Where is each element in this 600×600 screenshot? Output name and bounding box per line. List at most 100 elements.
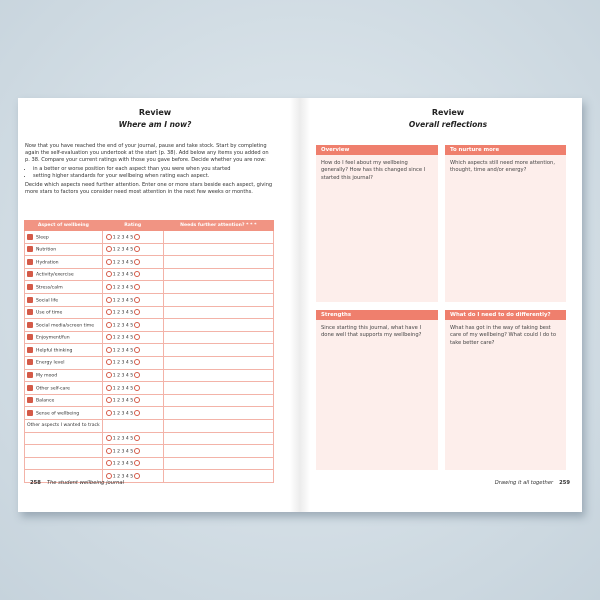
sad-face (105, 271, 112, 278)
rating-cell: 1 2 3 4 5 (101, 267, 164, 282)
table-row: Hydration 1 2 3 4 5 (24, 255, 275, 269)
aspect-cell: Balance (24, 393, 103, 408)
aspect-icon (27, 372, 33, 379)
table-row: Use of time 1 2 3 4 5 (24, 305, 275, 320)
table-row: Nutrition 1 2 3 4 5 (24, 242, 275, 257)
rating-cell: 1 2 3 4 5 (101, 230, 164, 244)
aspect-cell: Stress/calm (24, 280, 103, 294)
reflection-box: What do I need to do differently? What h… (445, 310, 566, 470)
attention-cell (162, 418, 275, 433)
rating-cell: 1 2 3 4 5 (101, 280, 164, 294)
rating-scale: 1 2 3 4 5 (112, 360, 134, 366)
happy-face (134, 296, 141, 303)
sad-face (105, 384, 112, 391)
aspect-icon (27, 384, 33, 391)
aspect-cell: Hydration (24, 255, 103, 269)
aspect-cell (24, 456, 103, 471)
sad-face (105, 359, 112, 366)
attention-cell (162, 406, 275, 420)
intro-block: Now that you have reached the end of you… (25, 143, 275, 196)
attention-cell (162, 381, 275, 395)
aspect-label: Stress/calm (36, 285, 63, 291)
instructions: Decide which aspects need further attent… (25, 182, 273, 196)
aspect-icon (27, 397, 33, 404)
aspect-label: Sense of wellbeing (36, 411, 80, 417)
left-subtitle: Where am I now? (118, 120, 192, 129)
happy-face (134, 233, 141, 240)
attention-cell (162, 230, 275, 244)
rating-cell: 1 2 3 4 5 (101, 368, 164, 383)
aspect-label: Social media/screen time (36, 323, 95, 329)
happy-face (134, 397, 141, 404)
reflection-box: Overview How do I feel about my wellbein… (316, 145, 438, 302)
rating-scale: 1 2 3 4 5 (112, 247, 134, 253)
sad-face (105, 334, 112, 341)
aspect-icon (27, 334, 33, 341)
attention-cell (162, 469, 275, 483)
box-prompt: How do I feel about my wellbeing general… (321, 160, 426, 181)
box-heading: What do I need to do differently? (445, 310, 566, 320)
aspect-label: Nutrition (36, 247, 57, 253)
rating-scale: 1 2 3 4 5 (112, 260, 134, 266)
sad-face (105, 435, 112, 442)
left-footer: 258 The student wellbeing journal (24, 480, 124, 486)
table-row: 1 2 3 4 5 (24, 456, 275, 471)
attention-cell (162, 267, 275, 282)
rating-scale: 1 2 3 4 5 (112, 298, 134, 304)
sad-face (105, 233, 112, 240)
happy-face (134, 246, 141, 253)
rating-scale: 1 2 3 4 5 (112, 436, 134, 442)
aspect-cell: Activity/exercise (24, 267, 103, 282)
sad-face (105, 246, 112, 253)
aspect-cell: Energy level (24, 355, 103, 370)
attention-cell (162, 343, 275, 357)
aspect-icon (27, 258, 33, 265)
aspect-cell: Helpful thinking (24, 343, 103, 357)
table-row: 1 2 3 4 5 (24, 431, 275, 446)
aspect-label: My mood (36, 373, 58, 379)
running-title: Drawing it all together (494, 480, 554, 486)
bullet: in a better or worse position for each a… (33, 166, 275, 173)
aspect-icon (27, 271, 33, 278)
happy-face (134, 460, 141, 467)
left-title: Review (138, 108, 172, 117)
table-body: Sleep 1 2 3 4 5 Nutrition 1 2 3 4 5 Hydratio… (24, 230, 275, 483)
happy-face (134, 346, 141, 353)
table-row: Stress/calm 1 2 3 4 5 (24, 280, 275, 294)
rating-cell: 1 2 3 4 5 (101, 469, 164, 483)
happy-face (134, 384, 141, 391)
table-row: Sleep 1 2 3 4 5 (24, 230, 275, 244)
aspect-label: Other aspects I wanted to track (27, 423, 100, 429)
sad-face (105, 258, 112, 265)
rating-scale: 1 2 3 4 5 (112, 386, 134, 392)
aspect-cell: Social media/screen time (24, 318, 103, 332)
rating-cell: 1 2 3 4 5 (101, 330, 164, 345)
rating-scale: 1 2 3 4 5 (112, 285, 134, 291)
attention-cell (162, 456, 275, 471)
attention-cell (162, 255, 275, 269)
box-prompt: Since starting this journal, what have I… (321, 325, 422, 339)
attention-cell (162, 431, 275, 446)
attention-cell (162, 330, 275, 345)
running-title: The student wellbeing journal (46, 480, 125, 486)
happy-face (134, 283, 141, 290)
aspect-icon (27, 246, 33, 253)
rating-cell: 1 2 3 4 5 (101, 456, 164, 471)
table-row: Energy level 1 2 3 4 5 (24, 355, 275, 370)
table-row: Other aspects I wanted to track (24, 418, 275, 433)
sad-face (105, 397, 112, 404)
rating-cell: 1 2 3 4 5 (101, 242, 164, 257)
aspect-cell: Social life (24, 292, 103, 307)
aspect-label: Social life (36, 298, 59, 304)
right-subtitle: Overall reflections (408, 120, 488, 129)
attention-cell (162, 305, 275, 320)
reflection-box: Strengths Since starting this journal, w… (316, 310, 438, 470)
sad-face (105, 409, 112, 416)
sad-face (105, 296, 112, 303)
aspect-label: Hydration (36, 260, 59, 266)
aspect-label: Sleep (36, 235, 49, 241)
aspect-icon (27, 283, 33, 290)
rating-scale: 1 2 3 4 5 (112, 348, 134, 354)
happy-face (134, 258, 141, 265)
